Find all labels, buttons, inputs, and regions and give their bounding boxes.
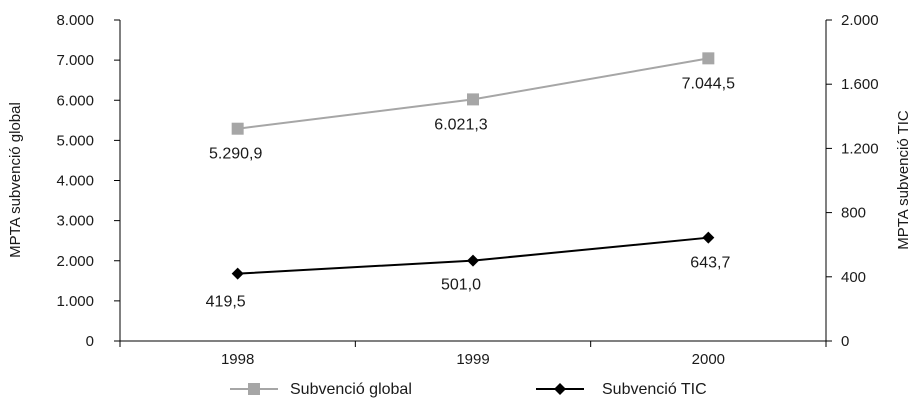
left-tick-label: 4.000 <box>56 173 94 190</box>
data-label: 7.044,5 <box>682 75 735 92</box>
right-tick-label: 400 <box>841 269 866 286</box>
data-label: 6.021,3 <box>434 116 487 133</box>
data-point-square <box>231 122 244 135</box>
right-tick-label: 1.200 <box>841 140 879 157</box>
series-1: 5.290,9 6.021,3 7.044,5 <box>209 52 735 163</box>
x-tick-label: 2000 <box>692 351 725 368</box>
left-tick-label: 5.000 <box>56 132 94 149</box>
left-tick-label: 7.000 <box>56 52 94 69</box>
data-label: 419,5 <box>206 294 246 311</box>
left-axis-ticks: 0 1.000 2.000 3.000 4.000 5.000 6.000 7.000 8.00… <box>56 12 120 350</box>
left-tick-label: 0 <box>86 333 94 350</box>
data-label: 5.290,9 <box>209 146 262 163</box>
data-point-diamond <box>231 267 244 280</box>
right-tick-label: 2.000 <box>841 12 879 29</box>
legend-label: Subvenció global <box>290 381 412 398</box>
left-tick-label: 2.000 <box>56 253 94 270</box>
data-point-square <box>702 52 715 65</box>
right-tick-label: 1.600 <box>841 76 879 93</box>
series-layer: 5.290,9 6.021,3 7.044,5 419,5 501,0 643,7 <box>206 52 735 311</box>
x-tick-label: 1999 <box>456 351 489 368</box>
right-tick-label: 0 <box>841 333 849 350</box>
left-tick-label: 3.000 <box>56 213 94 230</box>
legend-item-2: Subvenció TIC <box>536 381 707 398</box>
data-label: 643,7 <box>690 255 730 272</box>
x-axis-ticks: 1998 1999 2000 <box>119 341 827 368</box>
legend: Subvenció global Subvenció TIC <box>230 381 707 398</box>
data-point-diamond <box>702 231 715 244</box>
x-tick-label: 1998 <box>221 351 254 368</box>
left-tick-label: 6.000 <box>56 92 94 109</box>
legend-label: Subvenció TIC <box>602 381 707 398</box>
legend-square-marker <box>248 383 260 395</box>
right-axis-title: MPTA subvenció TIC <box>895 110 912 250</box>
left-tick-label: 1.000 <box>56 293 94 310</box>
data-point-diamond <box>467 254 479 267</box>
data-label: 501,0 <box>441 277 481 294</box>
series-2: 419,5 501,0 643,7 <box>206 231 730 311</box>
left-axis-title: MPTA subvenció global <box>7 102 24 258</box>
legend-item-1: Subvenció global <box>230 381 412 398</box>
left-tick-label: 8.000 <box>56 12 94 29</box>
right-tick-label: 800 <box>841 205 866 222</box>
legend-diamond-marker <box>554 383 566 395</box>
right-axis-ticks: 0 400 800 1.200 1.600 2.000 <box>826 12 879 350</box>
data-point-square <box>467 93 479 106</box>
